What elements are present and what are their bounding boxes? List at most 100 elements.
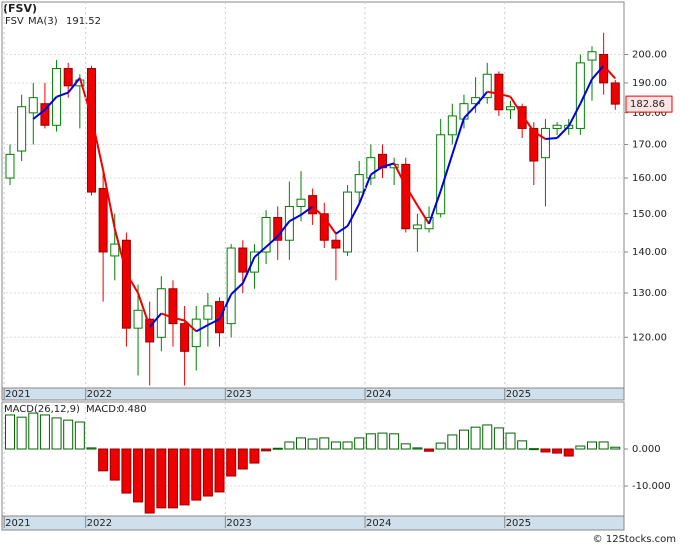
macd-bar — [493, 427, 504, 450]
macd-bar — [598, 441, 609, 450]
candle-body — [552, 124, 562, 129]
legend-ma-value: 191.52 — [66, 16, 101, 27]
candle-body — [273, 216, 283, 241]
macd-bar — [74, 421, 85, 450]
candle-body — [133, 309, 143, 329]
y-tick-label: 130.00 — [632, 288, 667, 299]
ma-line — [545, 137, 558, 140]
macd-bar — [365, 433, 376, 450]
macd-bar — [226, 448, 237, 477]
candle-body — [284, 205, 294, 241]
ma-line — [439, 154, 454, 192]
candle-body — [40, 103, 50, 126]
date-strip — [1, 515, 625, 531]
candle-body — [261, 216, 271, 253]
candle-body — [226, 247, 236, 325]
macd-bar — [202, 448, 213, 497]
ma-line — [521, 114, 535, 133]
candle-body — [587, 51, 597, 61]
y-tick-label: 150.00 — [632, 209, 667, 220]
candle-body — [529, 127, 539, 162]
candle-body — [506, 106, 516, 111]
candle-body — [238, 247, 248, 273]
ma-line — [195, 324, 209, 333]
y-tick-label: 200.00 — [632, 50, 667, 61]
macd-bar — [470, 426, 481, 450]
ma-line — [67, 77, 81, 94]
x-tick-label: 2021 — [5, 389, 30, 400]
candle-body — [296, 198, 306, 207]
macd-bar — [5, 414, 15, 450]
ma-line — [416, 204, 430, 225]
ma-line — [509, 96, 524, 116]
ma-line — [463, 105, 477, 119]
macd-bar — [296, 437, 306, 450]
macd-bar — [517, 440, 528, 450]
y-tick-label: 190.00 — [632, 78, 667, 89]
macd-bar — [133, 448, 144, 503]
macd-bar — [63, 419, 74, 450]
ma-line — [241, 256, 256, 284]
macd-bar — [16, 416, 27, 450]
ma-line — [137, 292, 151, 328]
candle-body — [308, 195, 318, 215]
macd-bar — [354, 437, 365, 450]
candle-body — [249, 251, 259, 273]
ma-line — [207, 318, 220, 326]
ma-line — [183, 319, 197, 333]
macd-bar — [587, 441, 597, 450]
legend-name: FSV — [5, 16, 24, 27]
candle-body — [203, 305, 213, 320]
chart-title: (FSV) — [3, 2, 37, 15]
candle-body — [610, 82, 620, 105]
ma-line — [591, 65, 605, 80]
macd-bar — [505, 432, 516, 450]
macd-bar — [447, 434, 458, 450]
ma-line — [90, 116, 105, 171]
candle-body — [17, 106, 27, 152]
candle-body — [436, 134, 446, 215]
ma-line — [265, 235, 279, 248]
candle-body — [401, 163, 411, 230]
macd-bar — [98, 448, 109, 472]
ma-line — [393, 162, 407, 187]
ma-line — [160, 312, 174, 319]
ma-line — [358, 174, 372, 205]
ma-line — [370, 165, 384, 176]
ma-line — [113, 228, 128, 274]
y-tick-label: 0.000 — [632, 444, 661, 455]
x-tick-label: 2025 — [506, 518, 531, 529]
macd-bar — [307, 438, 318, 450]
candle-body — [494, 73, 504, 111]
macd-bar — [214, 448, 225, 493]
macd-bar — [39, 414, 50, 450]
ma-line — [533, 130, 546, 140]
ma-line — [253, 246, 267, 258]
ma-line — [602, 65, 617, 80]
candle-body — [168, 288, 178, 325]
candle-body — [63, 68, 73, 87]
candle-body — [412, 224, 422, 230]
macd-bar — [121, 448, 132, 494]
candle-body — [180, 323, 190, 352]
ma-line — [428, 190, 442, 225]
date-strip — [1, 387, 625, 401]
ma-line — [556, 125, 570, 139]
ma-line — [335, 225, 349, 235]
ma-line — [474, 91, 489, 107]
ma-line — [579, 78, 593, 105]
ma-line — [311, 205, 325, 219]
x-tick-label: 2022 — [87, 389, 112, 400]
ma-line — [498, 92, 511, 98]
ma-line — [346, 203, 361, 227]
candle-body — [354, 174, 364, 193]
macd-legend-value: 0.480 — [118, 404, 147, 415]
macd-bar — [458, 429, 469, 450]
candle-body — [145, 318, 155, 343]
macd-bar — [540, 448, 551, 453]
x-tick-label: 2024 — [366, 389, 391, 400]
macd-bar — [86, 447, 97, 450]
macd-bar — [191, 448, 202, 501]
candle-body — [121, 239, 131, 329]
